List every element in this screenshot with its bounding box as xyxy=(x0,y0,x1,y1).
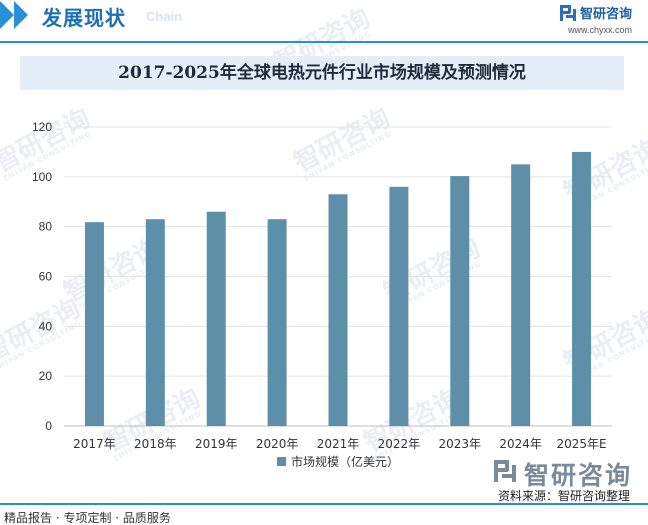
y-tick-label: 0 xyxy=(45,419,52,433)
y-tick-label: 40 xyxy=(39,319,53,333)
x-tick-label: 2018年 xyxy=(134,437,177,451)
header-arrow-icon xyxy=(0,1,14,29)
brand-mark-icon xyxy=(494,460,516,482)
page-header: 发展现状 Chain 智研咨询 www.chyxx.com xyxy=(0,0,648,43)
footer-divider xyxy=(0,503,648,505)
bar xyxy=(145,219,165,426)
bar xyxy=(267,219,287,426)
bar xyxy=(328,194,348,426)
footer-slogan: 精品报告 · 专项定制 · 品质服务 xyxy=(4,511,171,525)
y-tick-label: 80 xyxy=(39,220,53,234)
bar xyxy=(206,211,226,426)
header-arrow-icon xyxy=(14,1,28,29)
chart-title: 2017-2025年全球电热元件行业市场规模及预测情况 xyxy=(20,56,624,90)
x-tick-label: 2023年 xyxy=(439,437,482,451)
brand-mark-icon xyxy=(560,5,576,21)
brand-name: 智研咨询 xyxy=(580,7,633,22)
footer-logo: 智研咨询 xyxy=(494,458,644,490)
footer-brand-name: 智研咨询 xyxy=(524,461,633,490)
bar xyxy=(450,176,470,426)
brand-logo: 智研咨询 www.chyxx.com xyxy=(560,3,640,37)
y-tick-label: 20 xyxy=(39,369,53,383)
header-divider xyxy=(0,41,648,43)
y-tick-label: 120 xyxy=(32,120,52,134)
bar xyxy=(511,164,531,426)
x-tick-label: 2019年 xyxy=(195,437,238,451)
section-title-en: Chain xyxy=(146,9,183,24)
x-tick-label: 2017年 xyxy=(73,437,116,451)
bar xyxy=(389,186,409,426)
legend-label: 市场规模（亿美元） xyxy=(291,454,399,469)
x-tick-label: 2020年 xyxy=(256,437,299,451)
section-title: 发展现状 xyxy=(42,6,126,30)
x-tick-label: 2024年 xyxy=(499,437,542,451)
y-tick-label: 60 xyxy=(39,270,53,284)
legend-swatch xyxy=(277,457,286,466)
x-tick-label: 2021年 xyxy=(317,437,360,451)
bar-chart: 0 20 40 60 80 100 120 2017年 2018年 2019年 2020年 2021年… xyxy=(32,120,612,469)
x-tick-label: 2022年 xyxy=(378,437,421,451)
y-tick-label: 100 xyxy=(32,170,52,184)
brand-url: www.chyxx.com xyxy=(568,25,633,35)
bar xyxy=(84,222,104,426)
x-tick-label: 2025年E xyxy=(556,437,606,451)
bar xyxy=(572,151,592,426)
data-source: 资料来源：智研咨询整理 xyxy=(498,489,631,503)
